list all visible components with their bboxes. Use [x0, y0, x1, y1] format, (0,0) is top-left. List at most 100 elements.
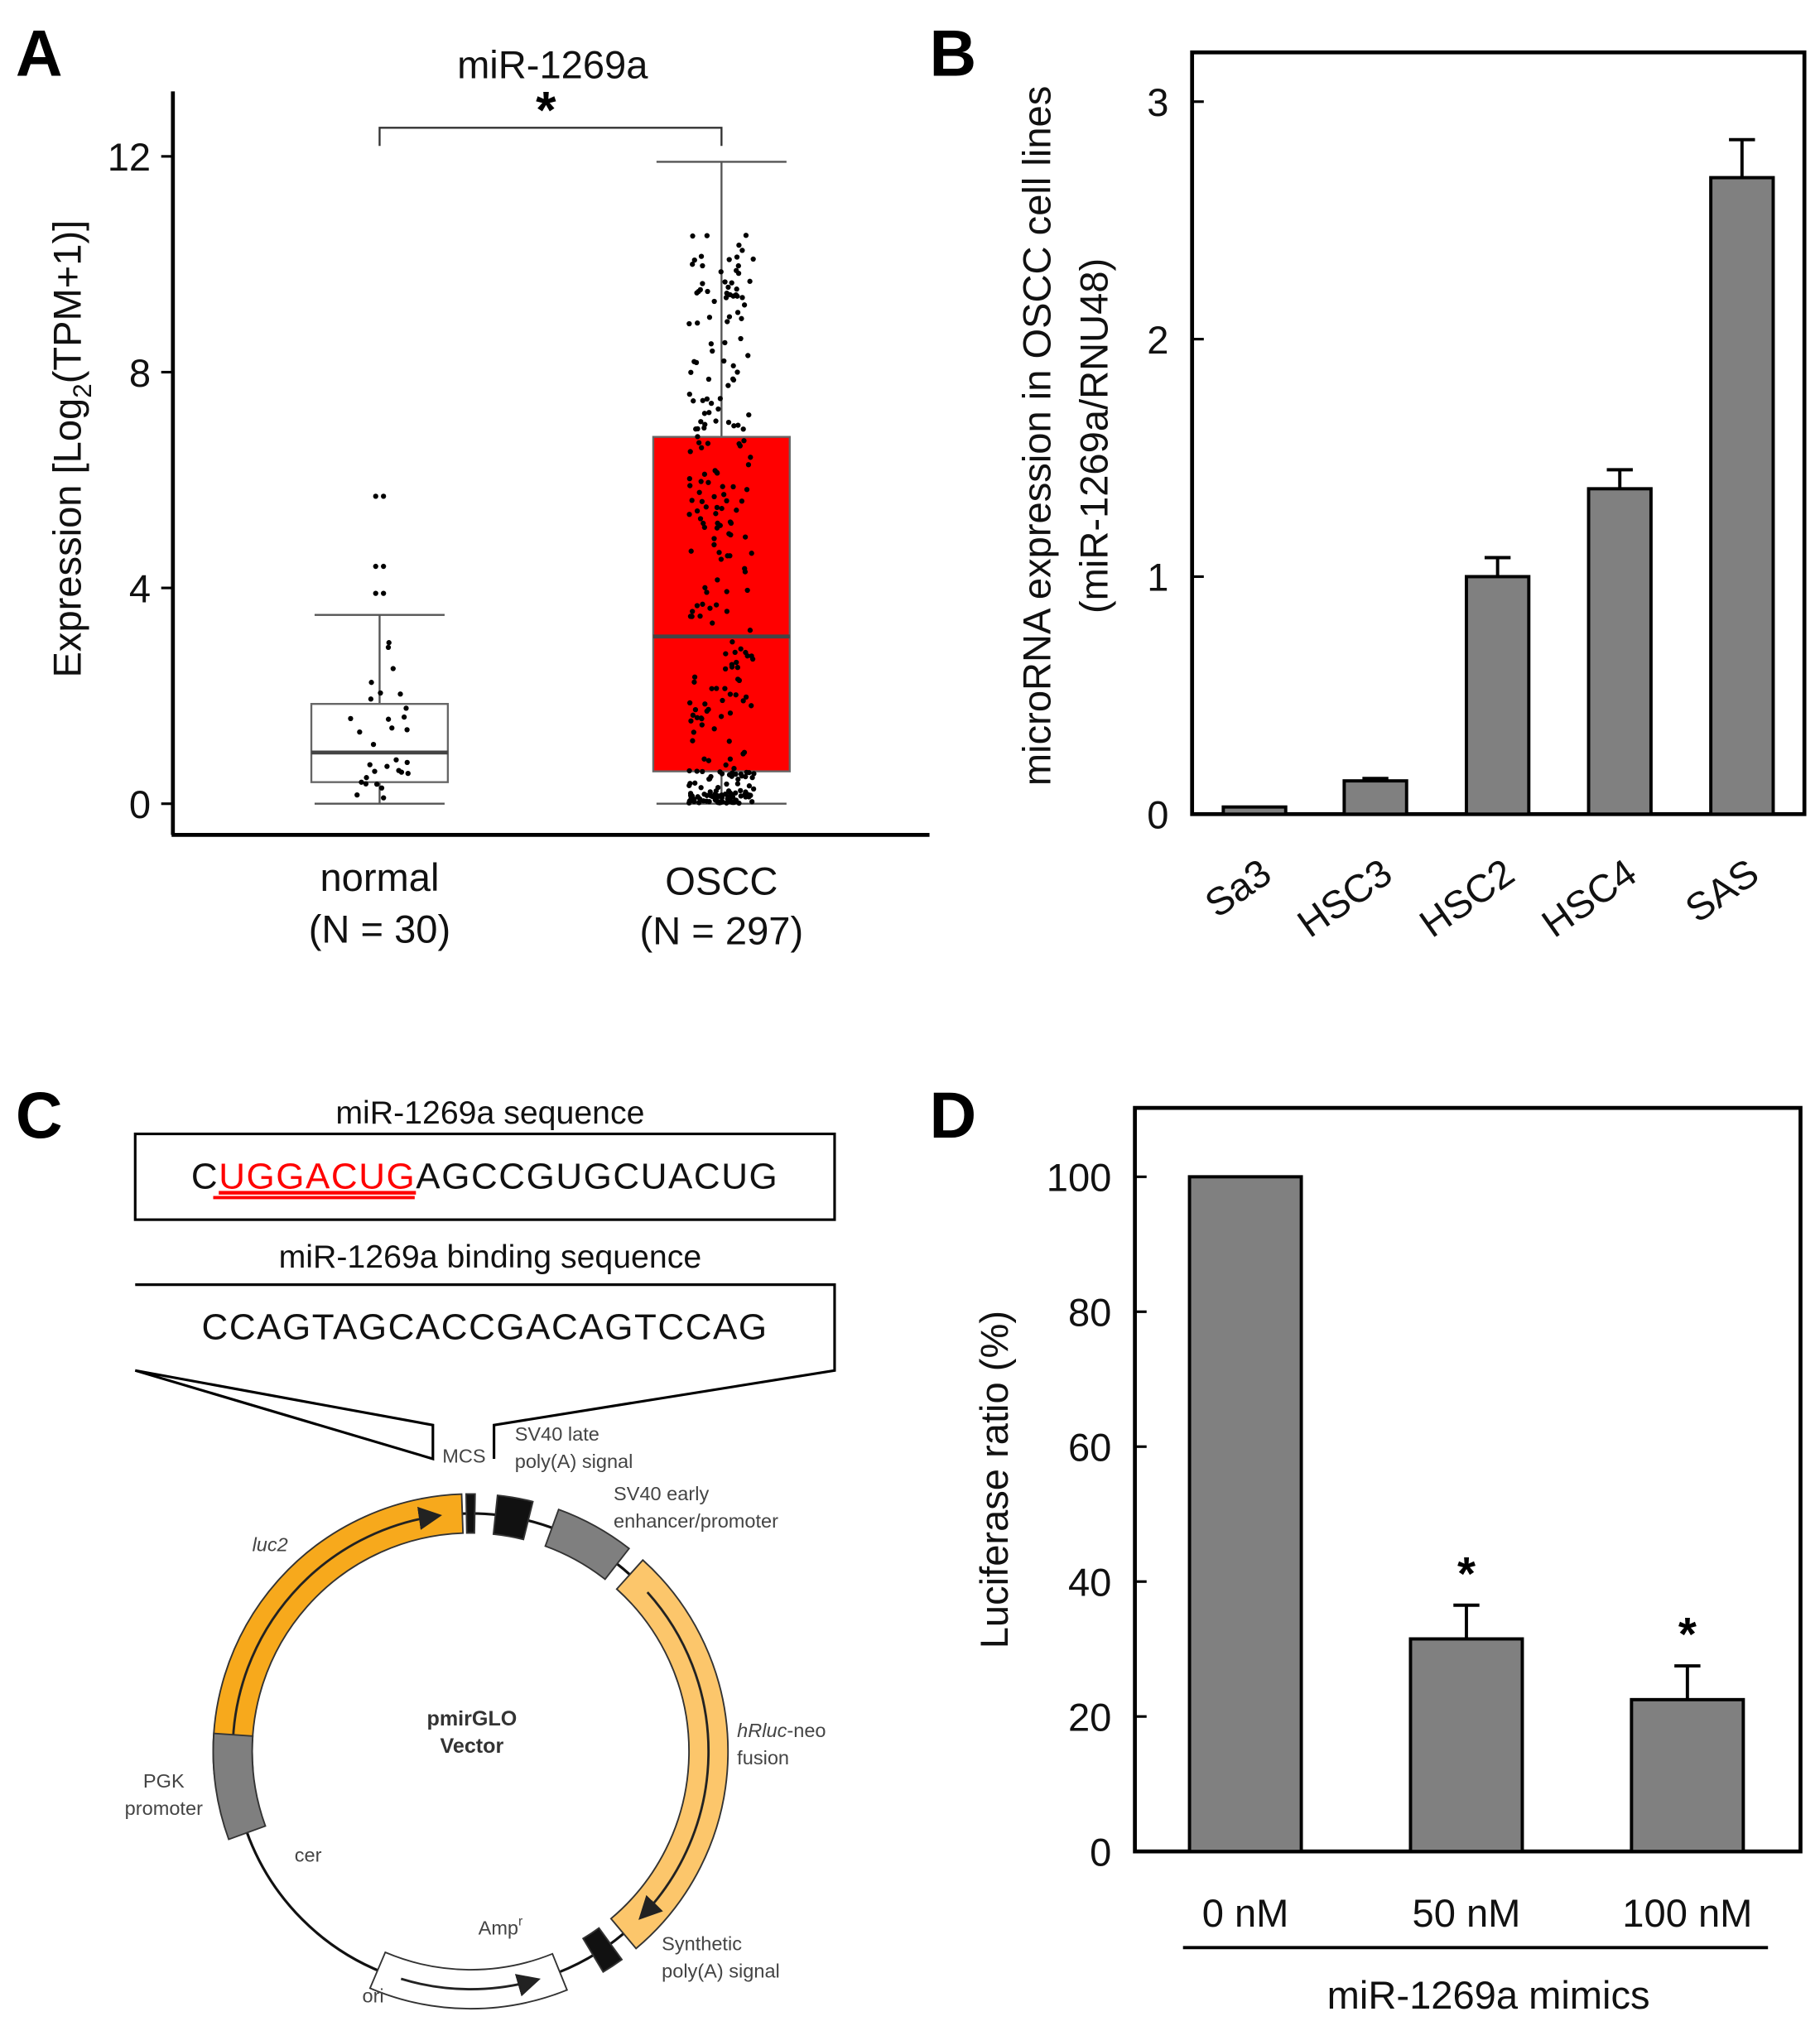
x-label-normal: normal: [320, 855, 439, 899]
x-tick-label: SAS: [1677, 850, 1766, 931]
data-point: [686, 512, 692, 517]
data-point: [701, 411, 708, 416]
y-tick-label-a: 12: [108, 135, 151, 179]
data-point: [731, 423, 737, 429]
synthetic-polya-segment: [581, 1927, 624, 1974]
data-point: [385, 644, 392, 651]
data-point: [721, 492, 727, 498]
y-tick-label: 40: [1068, 1560, 1111, 1604]
data-point: [690, 233, 696, 239]
data-point: [739, 248, 745, 253]
data-point: [747, 628, 754, 633]
data-point: [727, 756, 734, 762]
data-point: [749, 799, 755, 805]
data-point: [739, 773, 745, 779]
x-tick-label: HSC3: [1289, 850, 1399, 946]
data-point: [725, 420, 732, 426]
data-point: [714, 797, 720, 804]
y-tick-label: 60: [1068, 1426, 1111, 1470]
data-point: [704, 798, 710, 804]
data-point: [704, 233, 710, 238]
data-point: [686, 475, 692, 482]
data-point: [706, 315, 713, 320]
data-point: [740, 426, 746, 432]
data-point: [698, 419, 704, 425]
data-point: [723, 295, 729, 301]
data-point: [708, 400, 715, 407]
data-point: [389, 725, 395, 731]
data-point: [714, 602, 720, 608]
data-point: [735, 777, 741, 782]
vector-name-2: Vector: [441, 1735, 504, 1758]
label-synth-2: poly(A) signal: [662, 1960, 780, 1981]
data-point: [726, 793, 733, 800]
x-label-oscc-n: (N = 297): [640, 908, 804, 952]
data-point: [688, 548, 694, 554]
panel-label-d: D: [930, 1079, 977, 1152]
data-point: [720, 484, 725, 489]
data-point: [405, 770, 411, 777]
data-point: [686, 320, 692, 327]
data-point: [726, 772, 733, 777]
data-point: [728, 520, 734, 527]
data-point: [714, 504, 720, 510]
sv40-early-segment: [544, 1508, 631, 1581]
data-point: [691, 679, 697, 685]
mcs-segment: [465, 1493, 476, 1534]
data-point: [730, 484, 736, 490]
data-point: [734, 310, 741, 315]
label-luc2: luc2: [253, 1533, 288, 1555]
data-point: [729, 799, 735, 806]
data-point: [738, 335, 744, 342]
data-point: [727, 691, 734, 697]
data-point: [714, 525, 720, 531]
data-point: [709, 686, 715, 691]
data-point: [729, 280, 734, 286]
data-point: [703, 504, 709, 510]
data-point: [729, 664, 735, 670]
data-point: [726, 314, 733, 320]
data-point: [726, 257, 732, 262]
label-pgk-1: PGK: [143, 1770, 185, 1792]
data-point: [373, 781, 380, 787]
data-point: [718, 714, 725, 719]
data-point: [695, 434, 701, 440]
panel-a-boxplot: A miR-1269a * Expression [Log2(TPM+1)] 0…: [16, 17, 930, 952]
data-point: [715, 520, 720, 527]
data-point: [713, 511, 719, 517]
data-point: [723, 651, 729, 657]
data-point: [734, 676, 741, 682]
data-point: [692, 780, 698, 786]
bar-HSC3: [1342, 779, 1408, 816]
x-tick-label: 50 nM: [1413, 1891, 1521, 1935]
y-tick-label-a: 4: [129, 566, 151, 610]
data-point: [688, 718, 694, 724]
plasmid-map: [212, 1493, 729, 2010]
data-point: [739, 315, 744, 321]
data-point: [697, 516, 704, 522]
significance-star: *: [1457, 1547, 1476, 1600]
data-point: [743, 694, 749, 700]
ampr-segment: [368, 1951, 569, 2010]
y-tick-label: 0: [1090, 1830, 1111, 1874]
data-point: [727, 710, 734, 716]
data-point: [711, 536, 717, 541]
data-point: [741, 749, 748, 755]
y-tick-label-a: 8: [129, 351, 151, 395]
data-point: [686, 768, 692, 774]
data-point: [725, 284, 731, 291]
data-point: [700, 397, 705, 403]
data-point: [354, 792, 360, 798]
data-point: [736, 440, 742, 447]
data-point: [715, 577, 720, 583]
data-point: [698, 479, 704, 484]
label-ampr: Ampr: [479, 1915, 523, 1939]
x-label-oscc: OSCC: [665, 859, 778, 903]
data-point: [689, 793, 696, 799]
data-point: [722, 339, 728, 346]
data-point: [404, 727, 410, 733]
data-point: [698, 253, 705, 259]
bar-50-nM: [1408, 1637, 1524, 1854]
binding-title: miR-1269a binding sequence: [279, 1239, 702, 1275]
data-point: [690, 262, 696, 267]
